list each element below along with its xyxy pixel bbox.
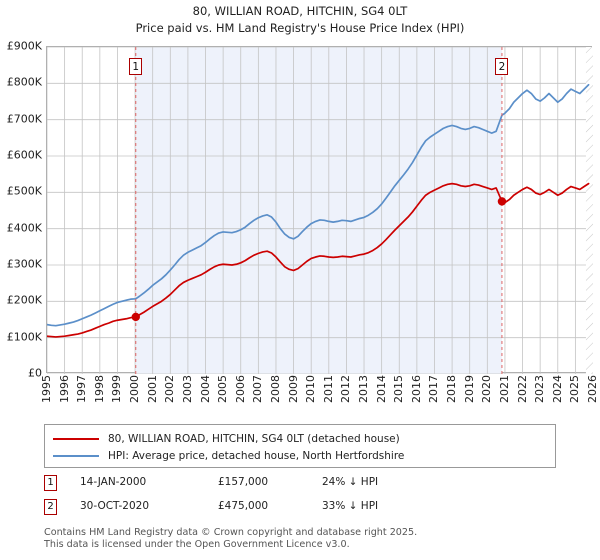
transaction-hpi-delta-1: 24% ↓ HPI [322,476,379,488]
transaction-list: 1 14-JAN-2000 £157,000 24% ↓ HPI 2 30-OC… [44,474,564,522]
x-tick-label: 2020 [480,375,494,403]
x-tick-label: 2015 [392,375,406,403]
y-tick-label: £300K [6,257,42,271]
y-tick-label: £100K [6,330,42,344]
legend-swatch-hpi [53,454,99,457]
y-tick-label: £900K [6,39,42,53]
x-tick-label: 2023 [533,375,547,403]
transaction-span-shading [135,47,502,374]
transaction-date-2: 30-OCT-2020 [80,500,149,512]
no-data-hatch-region [585,47,593,374]
legend-label-price-paid: 80, WILLIAN ROAD, HITCHIN, SG4 0LT (deta… [108,432,400,445]
legend-item-price-paid: 80, WILLIAN ROAD, HITCHIN, SG4 0LT (deta… [53,430,547,447]
x-tick-label: 2006 [233,375,247,403]
x-tick-label: 2013 [357,375,371,403]
transaction-index-1: 1 [44,475,57,491]
footer-line-1: Contains HM Land Registry data © Crown c… [44,527,418,538]
y-tick-label: £700K [6,112,42,126]
x-tick-label: 2024 [550,375,564,403]
x-tick-label: 2011 [321,375,335,403]
x-tick-label: 2005 [216,375,230,403]
y-tick-label: £400K [6,221,42,235]
page-subtitle: Price paid vs. HM Land Registry's House … [135,21,465,35]
transaction-price-1: £157,000 [218,476,269,488]
x-tick-label: 1996 [57,375,71,403]
y-axis-labels: £0 £100K £200K £300K £400K £500K £600K £700K £80… [0,40,46,380]
transaction-price-2: £475,000 [218,500,269,512]
x-tick-label: 1995 [40,375,53,403]
chart-callout-2: 2 [495,58,509,75]
chart-title-block: 80, WILLIAN ROAD, HITCHIN, SG4 0LT Price… [0,4,600,36]
x-tick-label: 2000 [128,375,142,403]
x-tick-label: 1998 [92,375,106,403]
transaction-marker-dots [131,197,507,322]
table-row: 2 30-OCT-2020 £475,000 33% ↓ HPI [44,498,564,522]
x-tick-label: 2001 [145,375,159,403]
x-tick-label: 2017 [427,375,441,403]
x-tick-label: 2009 [286,375,300,403]
x-tick-label: 2014 [374,375,388,403]
y-tick-label: £500K [6,184,42,198]
x-tick-label: 2021 [497,375,511,403]
legend-item-hpi: HPI: Average price, detached house, Nort… [53,447,547,464]
legend-swatch-price-paid [53,437,99,440]
x-tick-label: 2018 [445,375,459,403]
x-tick-label: 2026 [586,375,599,403]
table-row: 1 14-JAN-2000 £157,000 24% ↓ HPI [44,474,564,498]
x-tick-label: 2012 [339,375,353,403]
x-tick-label: 2010 [304,375,318,403]
footer-line-2: This data is licensed under the Open Gov… [44,538,350,550]
x-tick-label: 2008 [268,375,282,403]
y-tick-label: £200K [6,293,42,307]
transaction-index-2: 2 [44,499,57,515]
page-title: 80, WILLIAN ROAD, HITCHIN, SG4 0LT [192,4,408,18]
x-tick-label: 1999 [110,375,124,403]
legend-label-hpi: HPI: Average price, detached house, Nort… [108,449,405,462]
x-tick-label: 2019 [462,375,476,403]
y-tick-label: £800K [6,75,42,89]
chart-legend: 80, WILLIAN ROAD, HITCHIN, SG4 0LT (deta… [44,424,556,468]
x-tick-label: 2025 [568,375,582,403]
x-axis-labels: 1995 1996 1997 1998 1999 2000 2001 2002 2003 2004… [40,375,599,421]
y-tick-label: £600K [6,148,42,162]
price-history-line-chart [47,47,593,374]
chart-gridlines [47,47,593,374]
x-tick-label: 2007 [251,375,265,403]
chart-callout-1: 1 [129,58,143,75]
x-tick-label: 2016 [409,375,423,403]
transaction-date-1: 14-JAN-2000 [80,476,147,488]
x-tick-label: 2003 [180,375,194,403]
y-tick-label: £0 [28,366,42,380]
x-tick-label: 2022 [515,375,529,403]
x-tick-label: 1997 [75,375,89,403]
x-tick-label: 2002 [163,375,177,403]
x-tick-label: 2004 [198,375,212,403]
transaction-hpi-delta-2: 33% ↓ HPI [322,500,379,512]
footer-attribution: Contains HM Land Registry data © Crown c… [44,527,584,550]
